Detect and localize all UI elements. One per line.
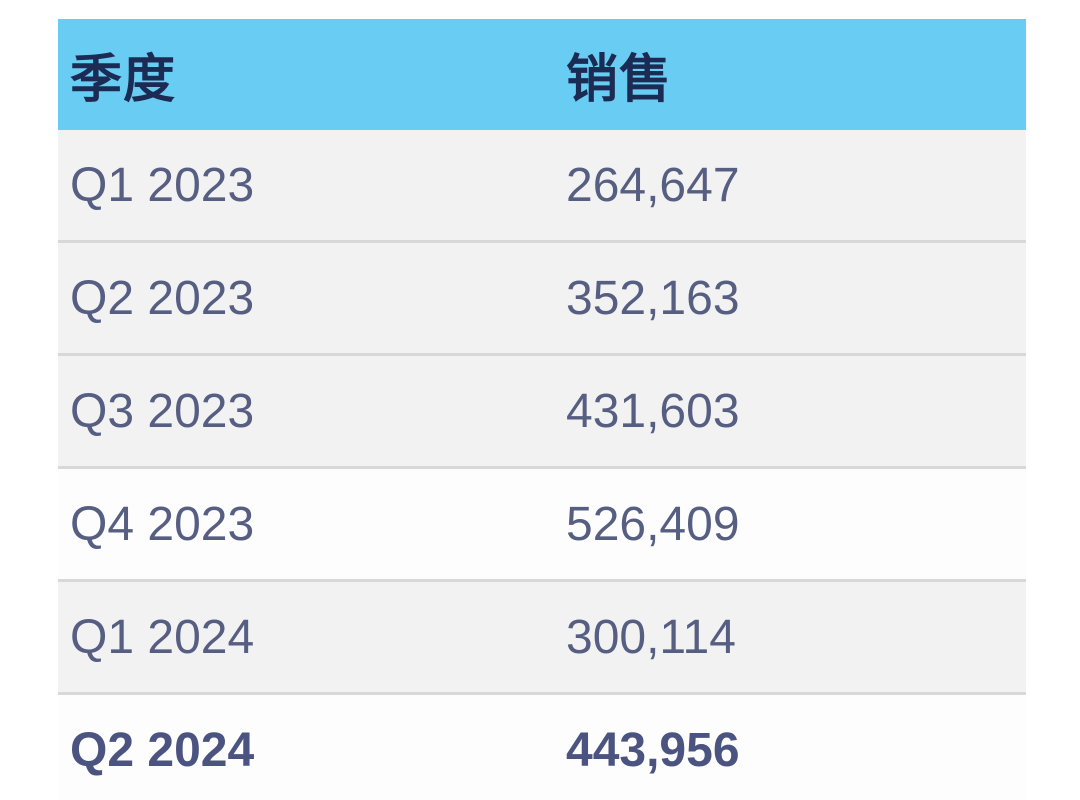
table-row: Q3 2023 431,603 [58,354,1026,469]
cell-quarter: Q2 2024 [58,693,554,800]
quarterly-sales-table: 季度 销售 Q1 2023 264,647 Q2 2023 352,163 Q3… [58,19,1026,800]
table-row-current-quarter: Q2 2024 443,956 [58,693,1026,800]
cell-quarter: Q1 2023 [58,130,554,243]
cell-quarter: Q3 2023 [58,354,554,469]
cell-sales: 352,163 [554,241,1026,356]
cell-sales: 264,647 [554,130,1026,243]
column-header-sales: 销售 [554,19,1026,130]
cell-sales: 526,409 [554,467,1026,582]
cell-quarter: Q4 2023 [58,467,554,582]
table-row: Q2 2023 352,163 [58,241,1026,356]
cell-sales: 431,603 [554,354,1026,469]
table-header-row: 季度 销售 [58,19,1026,130]
cell-quarter: Q1 2024 [58,580,554,695]
cell-sales: 300,114 [554,580,1026,695]
cell-quarter: Q2 2023 [58,241,554,356]
table-row: Q1 2023 264,647 [58,130,1026,243]
column-header-quarter: 季度 [58,19,554,130]
table-row: Q4 2023 526,409 [58,467,1026,582]
cell-sales: 443,956 [554,693,1026,800]
table-row: Q1 2024 300,114 [58,580,1026,695]
